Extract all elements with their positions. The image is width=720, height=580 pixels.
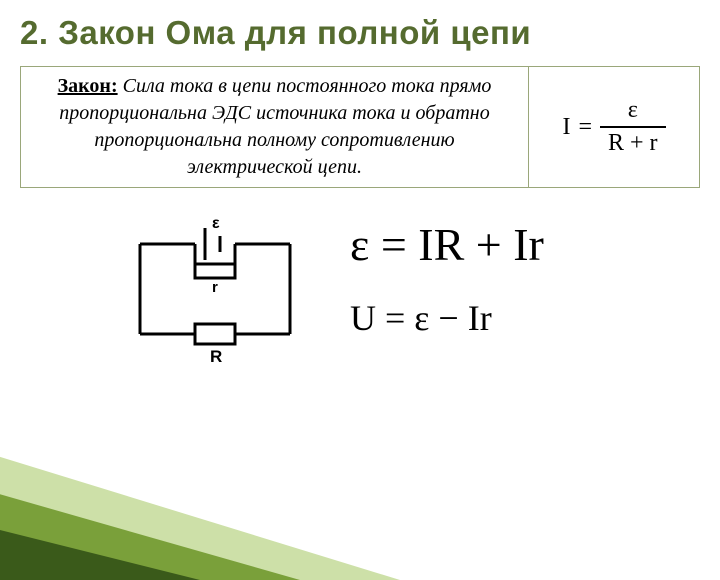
page-title: 2. Закон Ома для полной цепи: [0, 0, 720, 62]
circuit-label-r: r: [212, 279, 218, 296]
formula-denominator: R + r: [600, 126, 666, 157]
circuit-label-load: R: [210, 347, 222, 366]
law-box: Закон: Сила тока в цепи постоянного тока…: [20, 66, 700, 188]
circuit-label-emf: ε: [212, 215, 220, 232]
law-label: Закон:: [58, 75, 118, 97]
equations-block: ε = IR + Ir U = ε − Ir: [350, 208, 700, 339]
formula-left: I: [562, 114, 570, 141]
formula-numerator: ε: [620, 97, 646, 126]
circuit-diagram: ε r R: [120, 214, 310, 379]
formula-fraction: ε R + r: [600, 97, 666, 157]
formula-main: I = ε R + r: [529, 67, 699, 187]
law-body: Сила тока в цепи постоянного тока прямо …: [59, 75, 491, 178]
body-row: ε r R ε = IR + Ir U = ε − Ir: [0, 202, 720, 385]
equation-2: U = ε − Ir: [350, 297, 700, 339]
law-text: Закон: Сила тока в цепи постоянного тока…: [21, 67, 529, 187]
formula-equals: =: [578, 114, 592, 141]
equation-1: ε = IR + Ir: [350, 218, 700, 271]
